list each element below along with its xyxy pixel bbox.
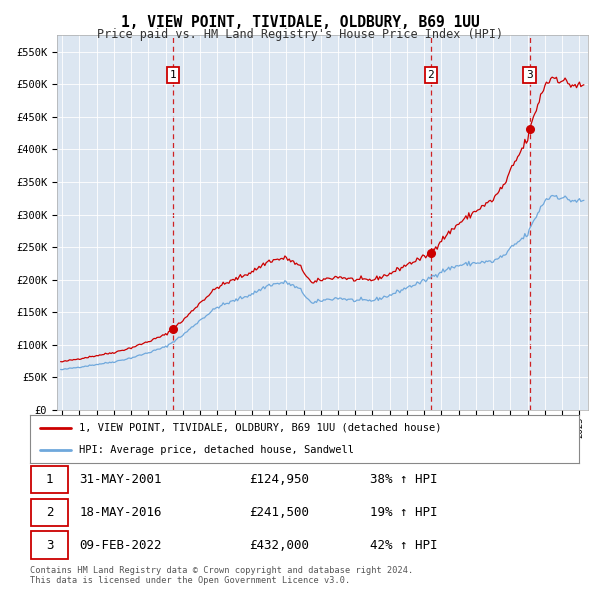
- Text: 3: 3: [46, 539, 53, 552]
- Text: £124,950: £124,950: [250, 473, 310, 486]
- Text: Contains HM Land Registry data © Crown copyright and database right 2024.
This d: Contains HM Land Registry data © Crown c…: [30, 566, 413, 585]
- Text: 1: 1: [169, 70, 176, 80]
- Text: 1: 1: [46, 473, 53, 486]
- Text: 2: 2: [427, 70, 434, 80]
- Text: 1, VIEW POINT, TIVIDALE, OLDBURY, B69 1UU (detached house): 1, VIEW POINT, TIVIDALE, OLDBURY, B69 1U…: [79, 423, 442, 433]
- FancyBboxPatch shape: [31, 499, 68, 526]
- FancyBboxPatch shape: [31, 532, 68, 559]
- Text: HPI: Average price, detached house, Sandwell: HPI: Average price, detached house, Sand…: [79, 445, 355, 455]
- Text: Price paid vs. HM Land Registry's House Price Index (HPI): Price paid vs. HM Land Registry's House …: [97, 28, 503, 41]
- Text: 3: 3: [526, 70, 533, 80]
- Text: 31-MAY-2001: 31-MAY-2001: [79, 473, 162, 486]
- Text: 42% ↑ HPI: 42% ↑ HPI: [370, 539, 438, 552]
- Text: £432,000: £432,000: [250, 539, 310, 552]
- Text: 38% ↑ HPI: 38% ↑ HPI: [370, 473, 438, 486]
- Text: 2: 2: [46, 506, 53, 519]
- Text: £241,500: £241,500: [250, 506, 310, 519]
- Text: 09-FEB-2022: 09-FEB-2022: [79, 539, 162, 552]
- Text: 19% ↑ HPI: 19% ↑ HPI: [370, 506, 438, 519]
- Text: 18-MAY-2016: 18-MAY-2016: [79, 506, 162, 519]
- FancyBboxPatch shape: [31, 466, 68, 493]
- Text: 1, VIEW POINT, TIVIDALE, OLDBURY, B69 1UU: 1, VIEW POINT, TIVIDALE, OLDBURY, B69 1U…: [121, 15, 479, 30]
